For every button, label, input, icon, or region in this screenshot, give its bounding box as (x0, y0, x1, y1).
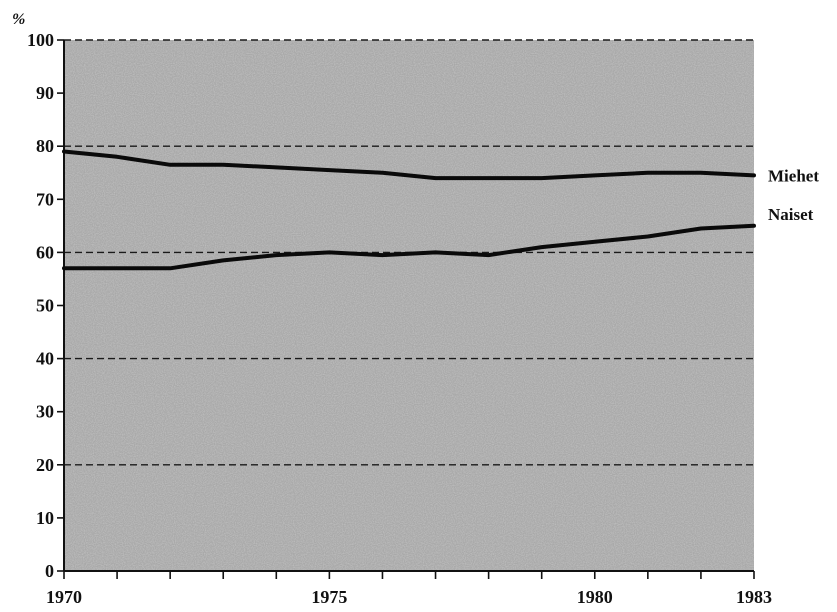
y-tick-label: 40 (36, 349, 54, 369)
plot-texture (64, 40, 754, 571)
series-label-naiset: Naiset (768, 205, 814, 224)
series-line-naiset (62, 223, 756, 271)
y-tick-label: 20 (36, 455, 54, 475)
series-line-miehet (62, 149, 756, 181)
y-tick-label: 80 (36, 136, 54, 156)
y-tick-label: 90 (36, 83, 54, 103)
series-label-miehet: Miehet (768, 166, 819, 185)
y-unit-label: % (12, 11, 25, 28)
x-tick-label: 1975 (311, 587, 347, 607)
labels: % Miehet Naiset (12, 11, 819, 224)
y-tick-label: 70 (36, 189, 54, 209)
plot-area (64, 40, 754, 571)
y-tick-label: 10 (36, 508, 54, 528)
series-group (62, 149, 756, 271)
x-tick-label: 1970 (46, 587, 82, 607)
x-tick-label: 1980 (577, 587, 613, 607)
y-tick-label: 100 (27, 30, 54, 50)
y-tick-label: 30 (36, 402, 54, 422)
y-tick-label: 50 (36, 296, 54, 316)
axes: 0 10 20 30 40 50 60 70 80 90 100 1970 1975 1980 1983 (27, 30, 772, 607)
x-tick-label: 1983 (736, 587, 772, 607)
y-tick-label: 60 (36, 242, 54, 262)
y-tick-label: 0 (45, 561, 54, 581)
